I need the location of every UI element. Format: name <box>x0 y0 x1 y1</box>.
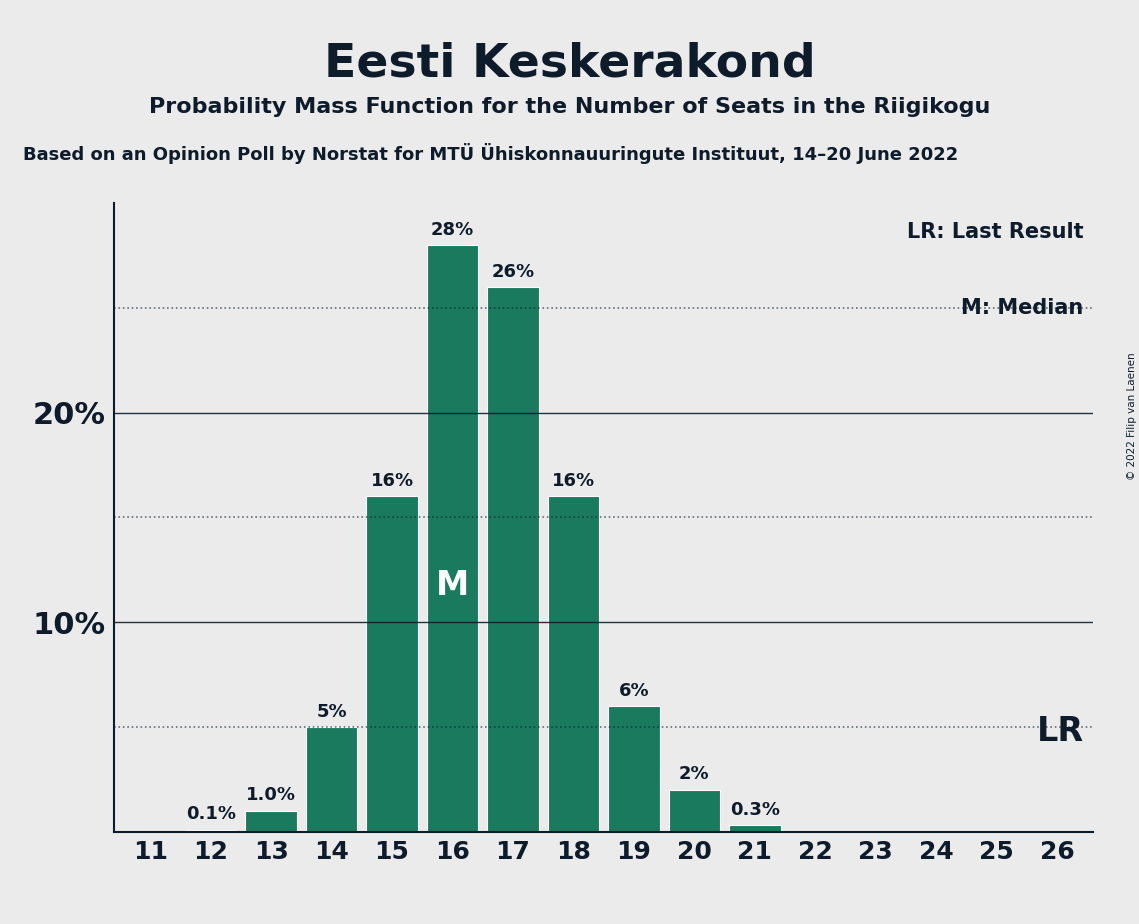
Text: LR: Last Result: LR: Last Result <box>907 222 1083 242</box>
Text: LR: LR <box>1036 714 1083 748</box>
Text: Probability Mass Function for the Number of Seats in the Riigikogu: Probability Mass Function for the Number… <box>149 97 990 117</box>
Bar <box>608 706 659 832</box>
Bar <box>306 727 358 832</box>
Text: © 2022 Filip van Laenen: © 2022 Filip van Laenen <box>1126 352 1137 480</box>
Text: 28%: 28% <box>431 221 474 239</box>
Text: 5%: 5% <box>317 702 347 721</box>
Bar <box>245 810 297 832</box>
Text: Eesti Keskerakond: Eesti Keskerakond <box>323 42 816 87</box>
Bar <box>185 830 236 832</box>
Bar <box>669 790 720 832</box>
Text: M: M <box>436 569 469 602</box>
Text: 6%: 6% <box>618 682 649 699</box>
Bar <box>729 825 780 832</box>
Text: Based on an Opinion Poll by Norstat for MTÜ Ühiskonnauuringute Instituut, 14–20 : Based on an Opinion Poll by Norstat for … <box>23 143 958 164</box>
Bar <box>427 245 478 832</box>
Bar <box>487 287 539 832</box>
Text: 16%: 16% <box>370 472 413 491</box>
Bar <box>367 496 418 832</box>
Text: 1.0%: 1.0% <box>246 786 296 805</box>
Text: 16%: 16% <box>552 472 595 491</box>
Text: M: Median: M: Median <box>961 298 1083 318</box>
Text: 2%: 2% <box>679 765 710 784</box>
Text: 0.1%: 0.1% <box>186 805 236 823</box>
Bar <box>548 496 599 832</box>
Text: 0.3%: 0.3% <box>730 801 780 819</box>
Text: 26%: 26% <box>491 262 534 281</box>
